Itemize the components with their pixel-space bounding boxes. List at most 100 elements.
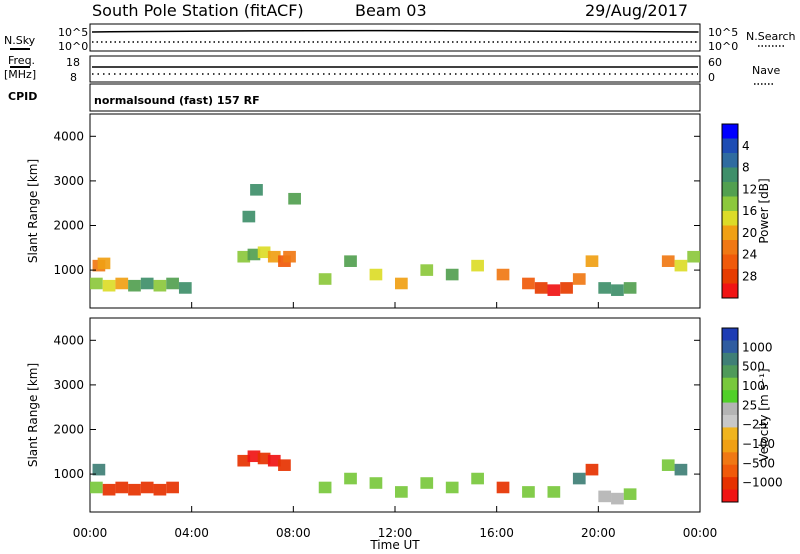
data-cell xyxy=(611,492,624,505)
nsearch-label: N.Search xyxy=(746,30,796,43)
data-cell xyxy=(623,282,637,294)
power-ylabel: Slant Range [km] xyxy=(26,159,40,263)
colorbar-swatch xyxy=(722,477,738,491)
colorbar-tick-label: 12 xyxy=(742,182,757,196)
data-cell xyxy=(247,248,261,261)
velocity-plot-area xyxy=(89,317,701,513)
data-cell xyxy=(623,488,637,500)
y-tick-label: 1000 xyxy=(53,467,84,481)
x-tick-label: 00:00 xyxy=(683,526,718,540)
x-tick-label: 04:00 xyxy=(174,526,209,540)
data-cell xyxy=(585,255,599,267)
power-plot-area xyxy=(89,113,701,309)
colorbar-swatch xyxy=(722,340,738,354)
power-colorbar-label: Power [dB] xyxy=(757,178,771,243)
colorbar-swatch xyxy=(722,328,738,341)
y-tick-label: 2000 xyxy=(53,422,84,436)
data-cell xyxy=(598,282,612,294)
nsearch-tick-bottom: 10^0 xyxy=(708,40,738,53)
colorbar-swatch xyxy=(722,352,738,366)
data-cell xyxy=(288,192,301,205)
colorbar-swatch xyxy=(722,269,738,284)
data-cell xyxy=(140,481,154,494)
power-y-axis: 1000 2000 3000 4000 xyxy=(53,129,700,277)
nsky-tick-top: 10^5 xyxy=(58,26,88,39)
colorbar-swatch xyxy=(722,489,738,503)
colorbar-tick-label: 1000 xyxy=(742,340,773,354)
colorbar-swatch xyxy=(722,124,738,139)
colorbar-tick-label: 28 xyxy=(742,269,757,283)
y-tick-label: 4000 xyxy=(53,333,84,347)
data-cell xyxy=(166,481,179,494)
freq-label: Freq. xyxy=(8,54,35,67)
colorbar-tick-label: 16 xyxy=(742,204,757,218)
colorbar-swatch xyxy=(722,402,738,416)
data-cell xyxy=(674,463,688,476)
date-label: 29/Aug/2017 xyxy=(585,1,688,20)
data-cell xyxy=(178,282,192,294)
nave-label: Nave xyxy=(752,64,780,77)
colorbar-swatch xyxy=(722,415,738,428)
data-cell xyxy=(153,279,167,292)
data-cell xyxy=(242,210,256,223)
freq-tick-top: 18 xyxy=(66,56,80,69)
nsky-tick-bottom: 10^0 xyxy=(58,40,88,53)
x-tick-label: 08:00 xyxy=(276,526,311,540)
data-cell xyxy=(661,255,675,267)
velocity-x-ticks xyxy=(89,506,701,512)
data-cell xyxy=(102,483,116,496)
nsearch-tick-top: 10^5 xyxy=(708,26,738,39)
colorbar-tick-label: −1000 xyxy=(742,476,783,490)
data-cell xyxy=(585,463,599,476)
data-cell xyxy=(395,277,408,290)
colorbar-swatch xyxy=(722,427,738,441)
data-cell xyxy=(267,250,281,263)
power-colorbar: 4 8 12 16 20 24 28 xyxy=(721,123,757,299)
colorbar-tick-label: 4 xyxy=(742,139,750,153)
data-cell xyxy=(344,255,357,267)
power-x-ticks xyxy=(89,302,701,308)
nsky-label: N.Sky xyxy=(4,34,36,47)
data-cell xyxy=(237,454,251,467)
data-cell xyxy=(611,284,624,296)
colorbar-swatch xyxy=(722,182,738,197)
data-cell xyxy=(267,454,281,467)
cpid-value: normalsound (fast) 157 RF xyxy=(94,94,260,107)
freq-trace xyxy=(92,66,698,75)
colorbar-tick-label: 20 xyxy=(742,226,757,240)
data-cell xyxy=(572,273,586,285)
data-cell xyxy=(496,268,510,281)
colorbar-tick-label: 8 xyxy=(742,161,750,175)
velocity-colorbar: 1000 500 100 25 −25 −100 −500 −1000 xyxy=(721,327,783,503)
nsky-trace xyxy=(91,29,699,43)
data-cell xyxy=(166,277,179,290)
data-cell xyxy=(153,483,167,496)
colorbar-swatch xyxy=(722,452,738,466)
data-cell xyxy=(318,273,332,285)
data-cell xyxy=(534,282,548,294)
data-cell xyxy=(237,250,251,263)
colorbar-swatch xyxy=(722,211,738,226)
y-tick-label: 2000 xyxy=(53,218,84,232)
nave-tick-bottom: 0 xyxy=(708,71,715,84)
colorbar-tick-label: 500 xyxy=(742,360,765,374)
data-cell xyxy=(102,279,116,292)
data-cell xyxy=(278,459,291,471)
colorbar-tick-label: 24 xyxy=(742,248,757,262)
data-cell xyxy=(115,481,129,494)
cpid-panel xyxy=(89,83,701,112)
data-cell xyxy=(140,277,154,290)
data-cell xyxy=(97,257,111,270)
data-cell xyxy=(674,259,688,272)
colorbar-swatch xyxy=(722,365,738,379)
colorbar-swatch xyxy=(722,464,738,478)
colorbar-swatch xyxy=(722,138,738,154)
colorbar-swatch xyxy=(722,196,738,212)
x-tick-label: 20:00 xyxy=(581,526,616,540)
colorbar-swatch xyxy=(722,439,738,453)
freq-tick-bottom: 8 xyxy=(70,71,77,84)
x-tick-label: 00:00 xyxy=(73,526,108,540)
data-cell xyxy=(420,264,434,276)
data-cell xyxy=(369,477,383,489)
